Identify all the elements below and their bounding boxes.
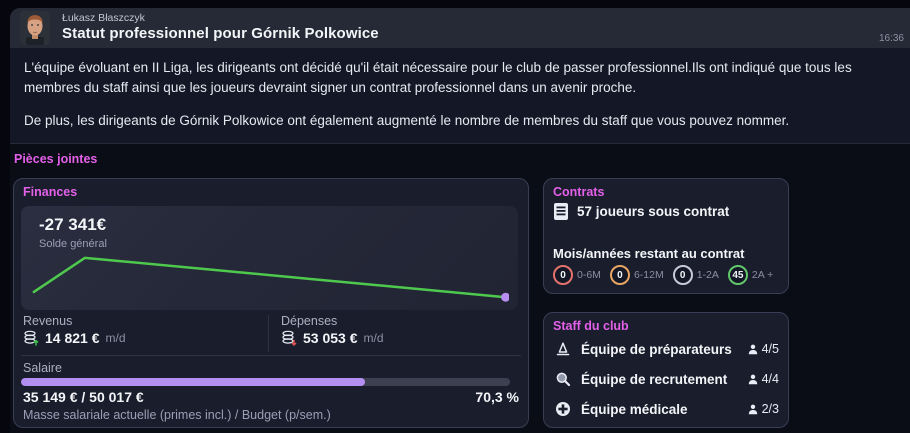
person-icon <box>748 404 757 414</box>
contract-badge-2a-plus: 45 2A + <box>727 265 774 285</box>
magnifier-icon <box>553 371 573 387</box>
staff-count-value: 4/4 <box>761 372 779 386</box>
cone-icon <box>553 341 573 357</box>
sender-name: Łukasz Błaszczyk <box>62 12 145 24</box>
badge-count: 45 <box>727 265 748 285</box>
badge-label: 0-6M <box>577 269 601 281</box>
staff-rows: Équipe de préparateurs 4/5 <box>553 334 779 424</box>
message-body: L'équipe évoluant en II Liga, les dirige… <box>10 48 910 143</box>
expenses-unit: m/d <box>363 331 384 345</box>
badge-count: 0 <box>609 265 630 285</box>
section-divider <box>21 355 521 356</box>
balance-chart-card: -27 341€ Solde général <box>21 206 518 310</box>
salary-progress-fill <box>21 378 365 386</box>
expenses-value: 53 053 € <box>303 330 358 346</box>
revenues-row: 14 821 € m/d <box>23 330 126 346</box>
contracts-title: Contrats <box>553 185 605 199</box>
revenues-unit: m/d <box>105 331 126 345</box>
salary-caption: Masse salariale actuelle (primes incl.) … <box>23 408 331 422</box>
salary-percent: 70,3 % <box>475 389 519 405</box>
players-under-contract: 57 joueurs sous contrat <box>577 204 730 219</box>
person-icon <box>748 374 757 384</box>
attachments-label: Pièces jointes <box>14 152 98 166</box>
contract-badge-0-6m: 0 0-6M <box>553 265 601 285</box>
contract-document-icon <box>554 203 568 220</box>
badge-label: 6-12M <box>633 269 664 281</box>
salary-label: Salaire <box>23 361 62 375</box>
message-timestamp: 16:36 <box>878 33 904 44</box>
salary-values-row: 35 149 € / 50 017 € 70,3 % <box>23 389 519 405</box>
revenues-value: 14 821 € <box>45 330 100 346</box>
staff-row-label: Équipe de préparateurs <box>581 341 732 357</box>
message-paragraph-1: L'équipe évoluant en II Liga, les dirige… <box>24 60 852 96</box>
staff-row-recrutement[interactable]: Équipe de recrutement 4/4 <box>553 364 779 394</box>
contract-badge-6-12m: 0 6-12M <box>609 265 664 285</box>
staff-row-medicale[interactable]: Équipe médicale 2/3 <box>553 394 779 424</box>
staff-count: 2/3 <box>748 402 779 416</box>
staff-count: 4/4 <box>748 372 779 386</box>
coins-up-icon <box>24 330 39 346</box>
staff-row-label: Équipe médicale <box>581 401 688 417</box>
revenues-label: Revenus <box>23 314 73 328</box>
staff-row-preparateurs[interactable]: Équipe de préparateurs 4/5 <box>553 334 779 364</box>
medical-plus-icon <box>553 401 573 417</box>
message-paragraph-2: De plus, les dirigeants de Górnik Polkow… <box>24 112 790 128</box>
badge-label: 1-2A <box>696 269 719 281</box>
balance-value: -27 341€ <box>39 215 107 234</box>
balance-label: Solde général <box>39 238 107 250</box>
message-header: Łukasz Błaszczyk Statut professionnel po… <box>10 8 910 48</box>
salary-progress-track <box>21 378 510 386</box>
contract-badge-1-2a: 0 1-2A <box>672 265 719 285</box>
balance-chart <box>32 256 509 302</box>
avatar-image <box>20 11 50 45</box>
finances-title: Finances <box>23 185 78 199</box>
contract-badges-row: 0 0-6M 0 6-12M 0 1-2A 45 2A + <box>553 265 773 285</box>
staff-row-label: Équipe de recrutement <box>581 371 728 387</box>
coins-down-icon <box>282 330 297 346</box>
column-divider <box>268 315 269 352</box>
contract-remaining-label: Mois/années restant au contrat <box>553 246 745 261</box>
person-icon <box>748 344 757 354</box>
expenses-row: 53 053 € m/d <box>281 330 384 346</box>
badge-count: 0 <box>553 265 573 285</box>
salary-current-over-budget: 35 149 € / 50 017 € <box>23 389 144 405</box>
players-under-contract-row: 57 joueurs sous contrat <box>553 202 729 221</box>
avatar[interactable] <box>20 11 50 45</box>
attachments-section: Pièces jointes Finances -27 341€ Solde g… <box>10 143 910 433</box>
club-staff-title: Staff du club <box>553 319 629 333</box>
staff-count: 4/5 <box>748 342 779 356</box>
badge-label: 2A + <box>751 269 774 281</box>
contracts-panel[interactable]: Contrats 57 joueurs sous contrat Mois/an… <box>543 178 789 294</box>
staff-count-value: 2/3 <box>761 402 779 416</box>
staff-count-value: 4/5 <box>761 342 779 356</box>
finances-panel[interactable]: Finances -27 341€ Solde général Revenus … <box>13 178 529 428</box>
club-staff-panel[interactable]: Staff du club Équipe de préparateurs <box>543 312 789 428</box>
message-title: Statut professionnel pour Górnik Polkowi… <box>62 25 379 42</box>
expenses-label: Dépenses <box>281 314 338 328</box>
badge-count: 0 <box>672 265 693 285</box>
